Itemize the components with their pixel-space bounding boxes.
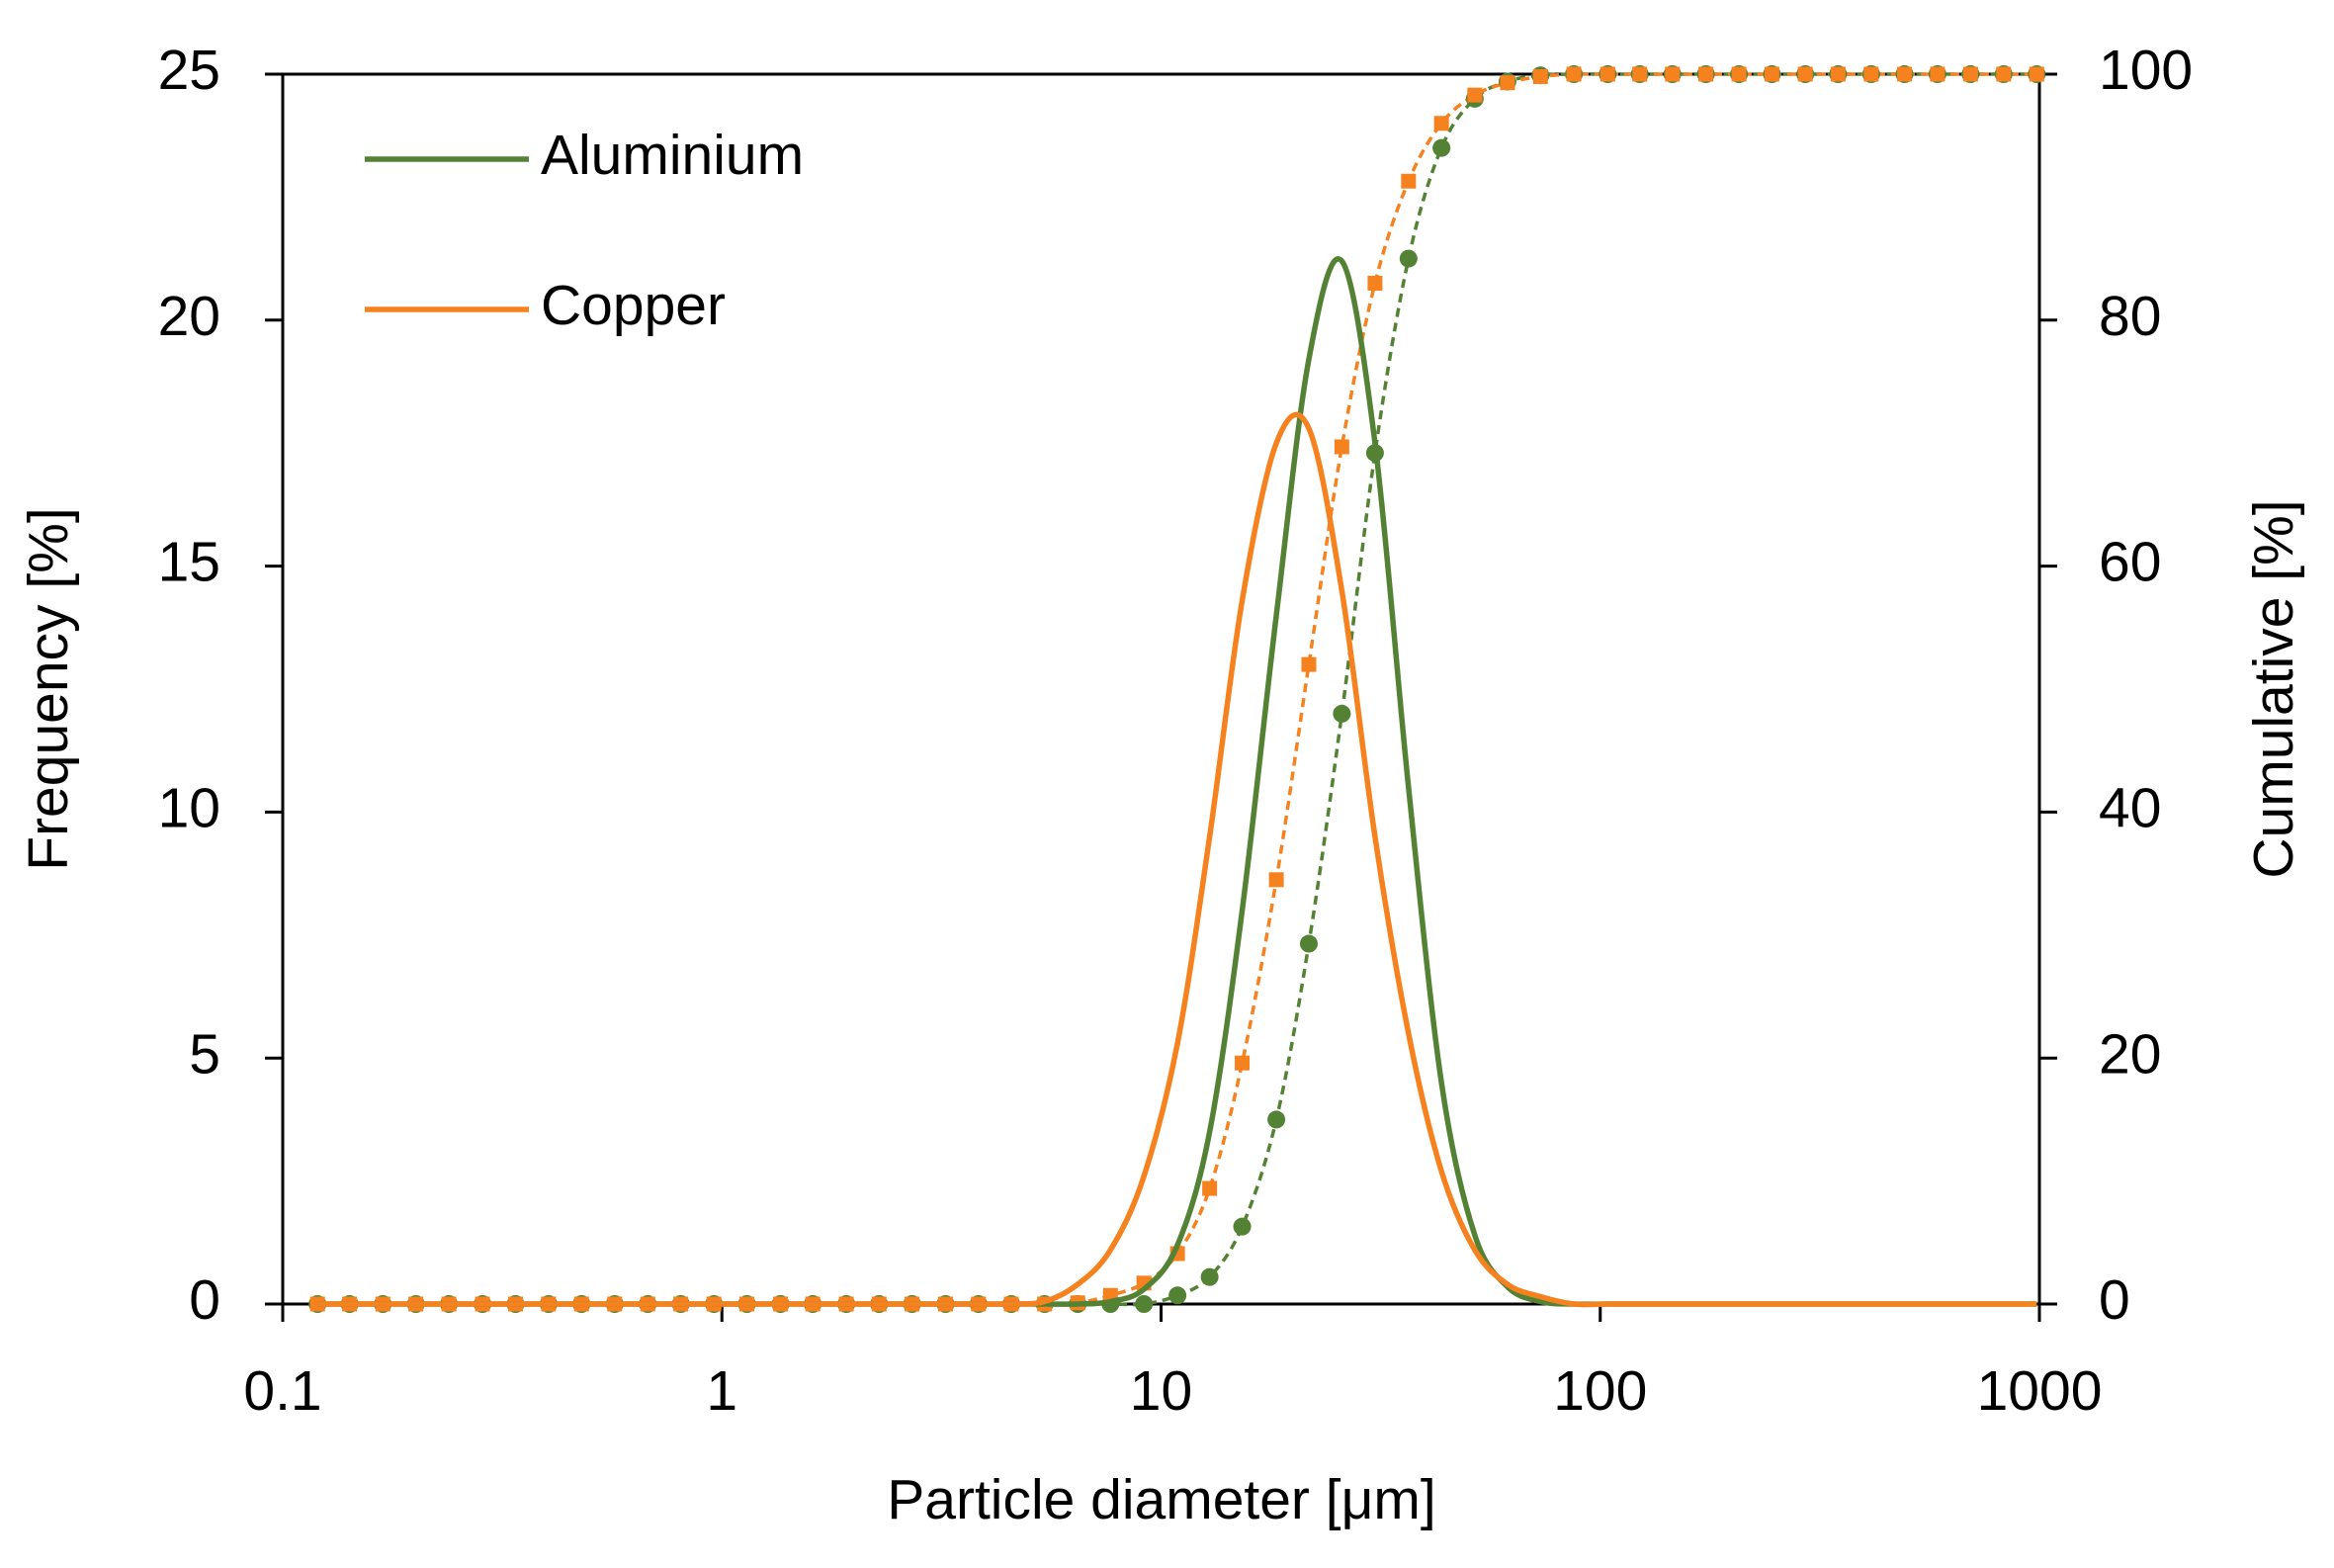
cumulative-marker <box>1168 1286 1187 1305</box>
cumulative-marker <box>1632 66 1648 82</box>
cumulative-marker <box>1566 66 1582 82</box>
y-tick-label: 10 <box>158 776 220 839</box>
cumulative-marker <box>1500 75 1515 91</box>
cumulative-marker <box>1202 1180 1218 1196</box>
cumulative-marker <box>1235 1055 1251 1071</box>
y-tick-label: 5 <box>189 1022 220 1086</box>
y-tick-label: 25 <box>158 39 220 102</box>
cumulative-marker <box>1532 68 1548 84</box>
cumulative-marker <box>1962 66 1978 82</box>
frequency-line <box>317 411 2037 1308</box>
cumulative-marker <box>1367 275 1383 291</box>
cumulative-marker <box>1698 66 1714 82</box>
x-tick-label: 1 <box>706 1359 737 1423</box>
cumulative-marker <box>1135 1295 1154 1313</box>
y2-tick-label: 60 <box>2099 531 2161 594</box>
x-tick-label: 100 <box>1553 1359 1647 1423</box>
y2-tick-label: 20 <box>2099 1022 2161 1086</box>
y-tick-label: 20 <box>158 285 220 348</box>
cumulative-line <box>317 72 2037 1307</box>
cumulative-marker <box>1897 66 1913 82</box>
cumulative-marker <box>1299 934 1318 953</box>
cumulative-marker <box>1930 66 1945 82</box>
cumulative-marker <box>1830 66 1846 82</box>
x-axis-title: Particle diameter [μm] <box>887 1468 1436 1531</box>
cumulative-marker <box>1863 66 1879 82</box>
legend-label: Copper <box>541 274 726 337</box>
y2-tick-label: 80 <box>2099 285 2161 348</box>
cumulative-marker <box>1433 116 1449 131</box>
frequency-line <box>317 256 2037 1307</box>
legend-label: Aluminium <box>541 124 804 187</box>
cumulative-marker <box>2029 66 2044 82</box>
cumulative-marker <box>1665 66 1681 82</box>
y2-tick-label: 40 <box>2099 776 2161 839</box>
cumulative-marker <box>1301 656 1317 672</box>
cumulative-marker <box>1797 66 1813 82</box>
cumulative-marker <box>1334 439 1349 455</box>
cumulative-line <box>317 72 2037 1306</box>
x-tick-label: 10 <box>1130 1359 1192 1423</box>
cumulative-marker <box>1599 66 1615 82</box>
cumulative-marker <box>1200 1267 1219 1286</box>
cumulative-marker <box>1996 66 2012 82</box>
y2-tick-label: 100 <box>2099 39 2193 102</box>
cumulative-marker <box>1267 1110 1286 1129</box>
cumulative-marker <box>1399 249 1418 268</box>
x-tick-label: 1000 <box>1977 1359 2103 1423</box>
cumulative-marker <box>1764 66 1779 82</box>
cumulative-marker <box>1401 173 1417 189</box>
cumulative-marker <box>1467 87 1483 103</box>
y2-axis-title: Cumulative [%] <box>2242 499 2305 878</box>
cumulative-marker <box>1731 66 1747 82</box>
x-tick-label: 0.1 <box>243 1359 321 1423</box>
y2-tick-label: 0 <box>2099 1268 2130 1332</box>
cumulative-marker <box>1432 138 1451 157</box>
y-tick-label: 15 <box>158 531 220 594</box>
cumulative-marker <box>1268 872 1284 888</box>
y-tick-label: 0 <box>189 1268 220 1332</box>
cumulative-marker <box>1233 1217 1252 1236</box>
cumulative-marker <box>1333 704 1351 723</box>
y-axis-title: Frequency [%] <box>17 507 80 871</box>
